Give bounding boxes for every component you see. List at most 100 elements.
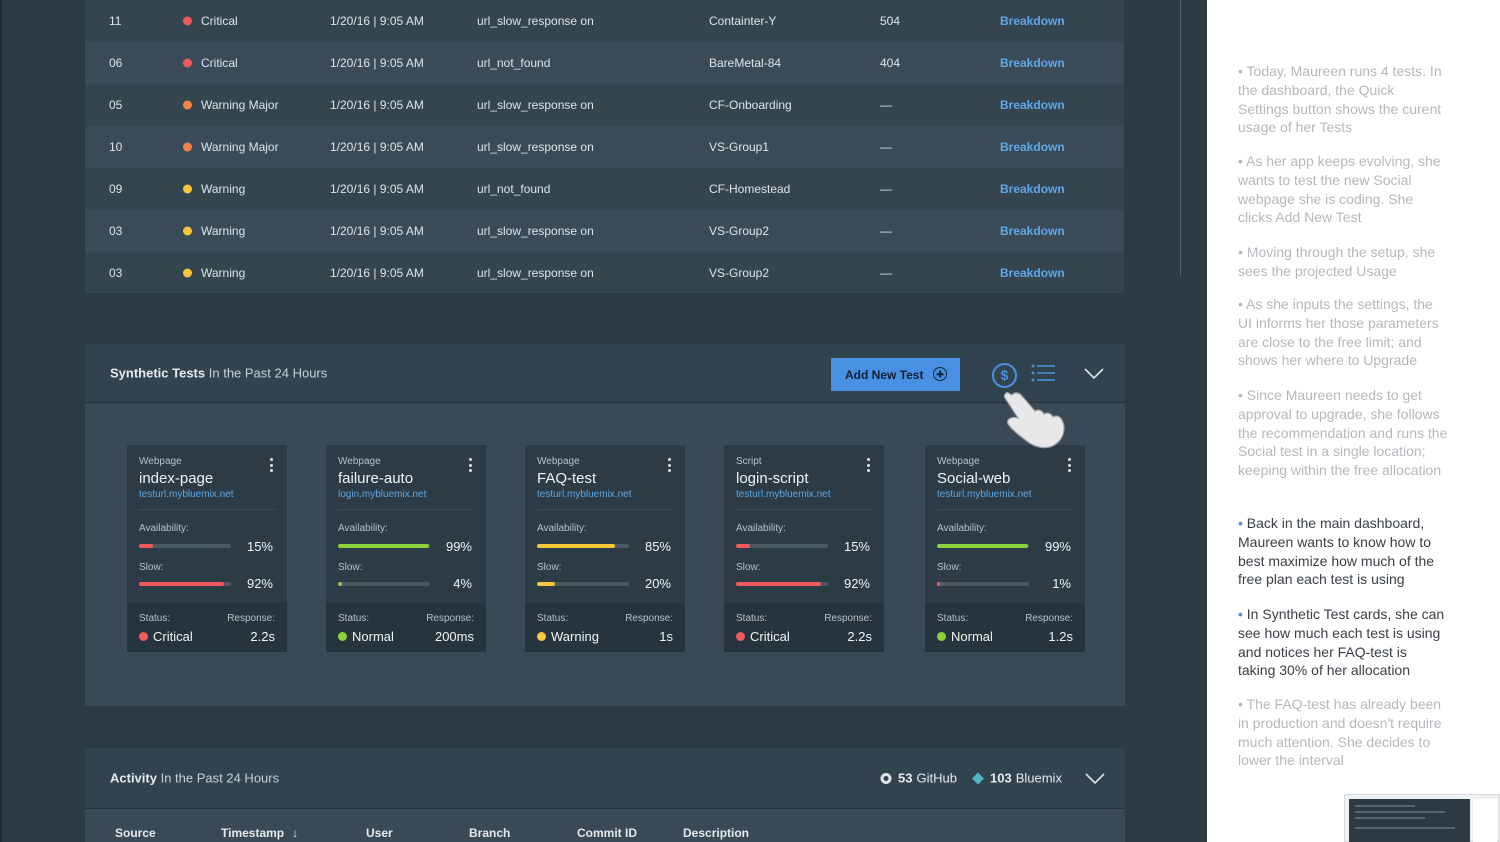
card-title: FAQ-test <box>537 470 597 487</box>
alert-id: 09 <box>109 182 123 196</box>
table-row[interactable]: 03 Warning 1/20/16 | 9:05 AM url_slow_respo… <box>85 210 1124 252</box>
slide-thumbnail[interactable] <box>1344 794 1500 842</box>
alert-time: 1/20/16 | 9:05 AM <box>330 140 424 154</box>
slow-fill <box>537 582 556 586</box>
slow-fill <box>139 582 224 586</box>
add-new-test-button[interactable]: Add New Test <box>831 358 960 391</box>
column-header[interactable]: Commit ID <box>577 826 637 840</box>
breakdown-link[interactable]: Breakdown <box>1000 14 1065 28</box>
alert-event: url_not_found <box>477 182 551 196</box>
panel-subtitle: In the Past 24 Hours <box>208 365 328 381</box>
more-options-icon[interactable] <box>668 458 671 472</box>
alerts-table: 03 Warning 1/20/16 | 9:05 AM url_slow_respo… <box>85 0 1181 294</box>
alert-event: url_slow_response on <box>477 266 594 280</box>
test-card[interactable]: Webpage Social-web testurl.mybluemix.net Av… <box>925 445 1085 652</box>
activity-table-header: Source Timestamp ↓ User Branch Commit ID Descr… <box>85 809 1125 842</box>
breakdown-link[interactable]: Breakdown <box>1000 224 1065 238</box>
table-row[interactable]: 05 Warning Major 1/20/16 | 9:05 AM url_slow… <box>85 84 1124 126</box>
test-card[interactable]: Webpage index-page testurl.mybluemix.net Av… <box>127 445 287 652</box>
column-header-label: Description <box>683 826 750 840</box>
test-card[interactable]: Script login-script testurl.mybluemix.net A… <box>724 445 884 652</box>
breakdown-link[interactable]: Breakdown <box>1000 56 1065 70</box>
more-options-icon[interactable] <box>270 458 273 472</box>
card-divider <box>139 509 275 510</box>
column-header-label: User <box>366 826 393 840</box>
test-card[interactable]: Webpage failure-auto login.mybluemix.net Av… <box>326 445 486 652</box>
card-body <box>127 445 287 603</box>
synthetic-tests-header: Synthetic Tests In the Past 24 Hours Add… <box>85 344 1125 403</box>
slow-value: 4% <box>453 576 472 591</box>
breakdown-link[interactable]: Breakdown <box>1000 182 1065 196</box>
story-note: • Today, Maureen runs 4 tests. In the da… <box>1238 62 1448 137</box>
alert-severity: Warning Major <box>201 140 279 154</box>
alert-severity: Warning <box>201 182 246 196</box>
availability-label: Availability: <box>537 523 587 534</box>
severity-dot-icon <box>183 142 192 152</box>
status-value: Critical <box>736 629 790 644</box>
status-text: Critical <box>153 629 193 644</box>
severity-dot-icon <box>183 100 192 110</box>
bullet-icon: • <box>1238 296 1247 312</box>
card-url[interactable]: testurl.mybluemix.net <box>139 489 234 500</box>
card-url[interactable]: login.mybluemix.net <box>338 489 427 500</box>
test-card[interactable]: Webpage FAQ-test testurl.mybluemix.net Avai… <box>525 445 685 652</box>
breakdown-link[interactable]: Breakdown <box>1000 98 1065 112</box>
alert-event: url_slow_response on <box>477 224 594 238</box>
status-text: Normal <box>352 629 394 644</box>
availability-bar <box>338 544 430 548</box>
column-header[interactable]: Timestamp ↓ <box>221 826 298 840</box>
alert-time: 1/20/16 | 9:05 AM <box>330 56 424 70</box>
column-header[interactable]: Description <box>683 826 749 840</box>
slow-label: Slow: <box>338 562 363 573</box>
alert-target: CF-Homestead <box>709 182 791 196</box>
story-note: • The FAQ-test has already been in produ… <box>1238 695 1448 770</box>
bluemix-stat: 103 Bluemix <box>972 771 1062 786</box>
alert-event: url_slow_response on <box>477 14 594 28</box>
add-new-test-label: Add New Test <box>845 367 924 382</box>
alert-time: 1/20/16 | 9:05 AM <box>330 266 424 280</box>
more-options-icon[interactable] <box>1068 458 1071 472</box>
scrollbar[interactable] <box>1180 0 1181 276</box>
column-header[interactable]: User <box>366 826 393 840</box>
card-url[interactable]: testurl.mybluemix.net <box>537 489 632 500</box>
breakdown-link[interactable]: Breakdown <box>1000 140 1065 154</box>
column-header[interactable]: Source <box>115 826 156 840</box>
card-divider <box>338 509 474 510</box>
story-note-text: In Synthetic Test cards, she can see how… <box>1238 606 1445 679</box>
alert-severity: Critical <box>201 56 238 70</box>
thumbnail-page <box>1473 799 1497 842</box>
alert-id: 03 <box>109 224 123 238</box>
table-row[interactable]: 10 Warning Major 1/20/16 | 9:05 AM url_slow… <box>85 126 1124 168</box>
list-icon[interactable] <box>1031 363 1055 383</box>
card-url[interactable]: testurl.mybluemix.net <box>937 489 1032 500</box>
slow-bar <box>338 582 430 586</box>
slow-bar <box>537 582 629 586</box>
bluemix-icon <box>972 772 984 784</box>
alert-id: 10 <box>109 140 123 154</box>
availability-fill <box>338 544 430 548</box>
alert-target: CF-Onboarding <box>709 98 792 112</box>
alert-event: url_slow_response on <box>477 98 594 112</box>
table-row[interactable]: 09 Warning 1/20/16 | 9:05 AM url_not_found C… <box>85 168 1124 210</box>
activity-title: Activity In the Past 24 Hours <box>110 771 279 786</box>
response-value: 2.2s <box>847 629 872 644</box>
card-type: Webpage <box>139 456 182 467</box>
card-url[interactable]: testurl.mybluemix.net <box>736 489 831 500</box>
table-row[interactable]: 03 Warning 1/20/16 | 9:05 AM url_slow_respo… <box>85 252 1124 294</box>
more-options-icon[interactable] <box>469 458 472 472</box>
status-label: Status: <box>139 613 171 624</box>
table-row[interactable]: 11 Critical 1/20/16 | 9:05 AM url_slow_resp… <box>85 0 1124 42</box>
plus-circle-icon <box>933 367 947 381</box>
chevron-down-icon[interactable] <box>1084 368 1104 380</box>
slow-label: Slow: <box>736 562 761 573</box>
chevron-down-icon[interactable] <box>1085 773 1105 785</box>
alert-severity: Warning <box>201 224 246 238</box>
slow-fill <box>338 582 342 586</box>
dollar-icon[interactable]: $ <box>992 363 1017 388</box>
more-options-icon[interactable] <box>867 458 870 472</box>
column-header[interactable]: Branch <box>469 826 510 840</box>
card-title: login-script <box>736 470 809 487</box>
table-row[interactable]: 06 Critical 1/20/16 | 9:05 AM url_not_found… <box>85 42 1124 84</box>
breakdown-link[interactable]: Breakdown <box>1000 266 1065 280</box>
alert-id: 11 <box>109 14 122 28</box>
